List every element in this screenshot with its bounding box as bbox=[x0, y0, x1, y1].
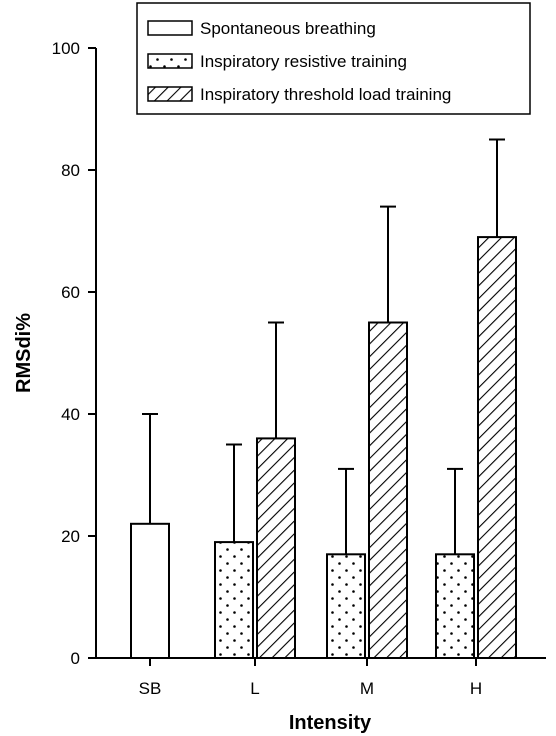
y-axis-title: RMSdi% bbox=[13, 313, 35, 393]
y-tick-label: 0 bbox=[71, 649, 80, 668]
legend: Spontaneous breathing Inspiratory resisti… bbox=[136, 2, 531, 115]
y-tick-label: 80 bbox=[61, 161, 80, 180]
bar-m-hatch bbox=[368, 321, 408, 659]
bar-h-dots bbox=[435, 553, 475, 659]
y-tick-label: 100 bbox=[52, 39, 80, 58]
y-tick-label: 60 bbox=[61, 283, 80, 302]
bar-h-hatch bbox=[477, 236, 517, 659]
bar-m-dots bbox=[326, 553, 366, 659]
bar-l-dots bbox=[214, 541, 254, 659]
y-tick-label: 40 bbox=[61, 405, 80, 424]
legend-label: Inspiratory resistive training bbox=[200, 52, 407, 71]
legend-label: Inspiratory threshold load training bbox=[200, 85, 451, 104]
bar-sb-blank bbox=[130, 522, 170, 659]
x-tick-label: L bbox=[250, 679, 259, 698]
legend-swatch bbox=[147, 86, 193, 102]
x-tick-label: SB bbox=[139, 679, 162, 698]
bars bbox=[130, 236, 517, 659]
y-ticks: 0 20 40 60 80 100 bbox=[52, 39, 96, 668]
error-bars bbox=[142, 138, 505, 555]
legend-box bbox=[136, 2, 531, 115]
legend-swatch bbox=[147, 53, 193, 69]
y-tick-label: 20 bbox=[61, 527, 80, 546]
legend-swatch bbox=[147, 20, 193, 36]
x-ticks: SB L M H bbox=[139, 658, 482, 698]
x-tick-label: M bbox=[360, 679, 374, 698]
legend-label: Spontaneous breathing bbox=[200, 19, 376, 38]
x-tick-label: H bbox=[470, 679, 482, 698]
x-axis-title: Intensity bbox=[289, 712, 372, 734]
bar-l-hatch bbox=[256, 437, 296, 659]
